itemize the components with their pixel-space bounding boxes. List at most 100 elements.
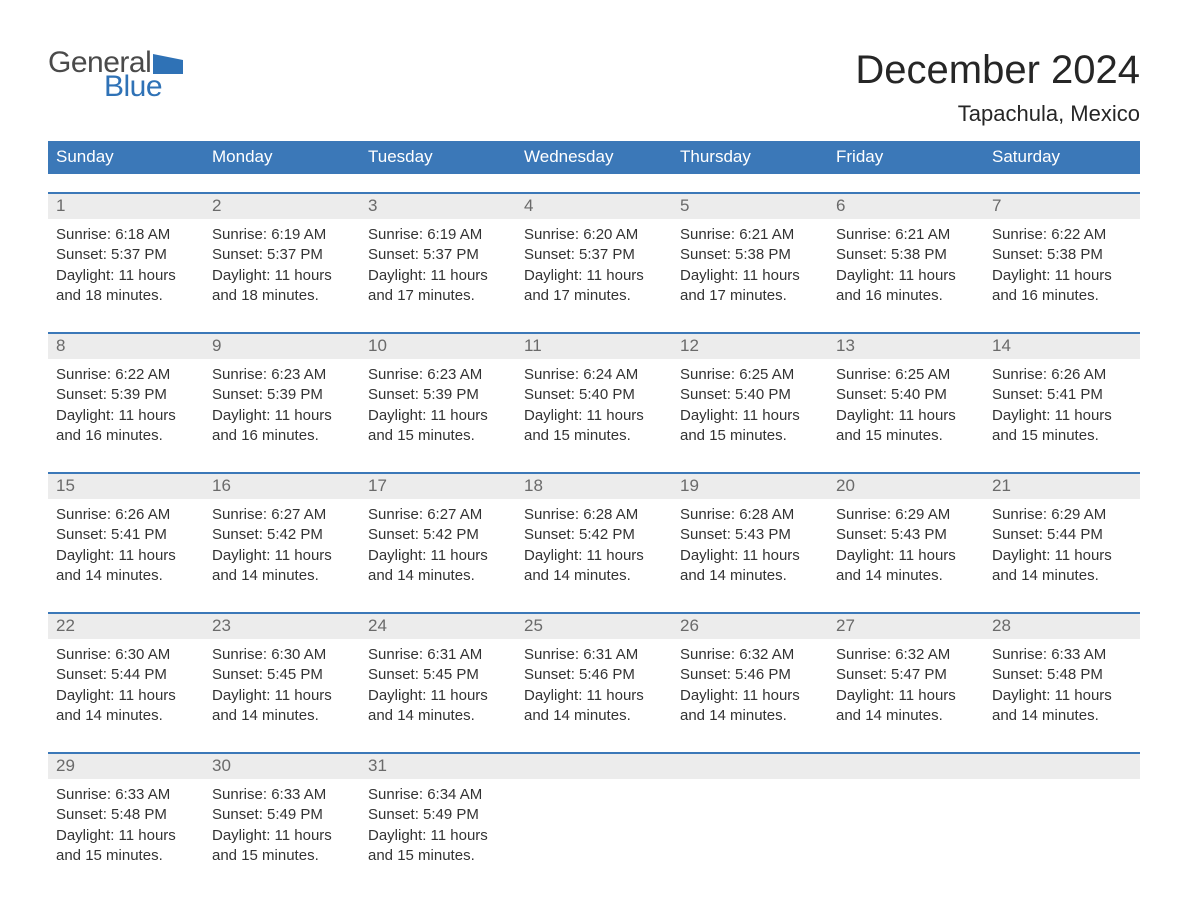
daylight-line-2: and 17 minutes. [368, 286, 508, 306]
daylight-line-1: Daylight: 11 hours [212, 686, 352, 706]
daylight-line-1: Daylight: 11 hours [524, 266, 664, 286]
day-cell: Sunrise: 6:28 AMSunset: 5:42 PMDaylight:… [516, 499, 672, 594]
day-cell: Sunrise: 6:21 AMSunset: 5:38 PMDaylight:… [828, 219, 984, 314]
daylight-line-2: and 14 minutes. [368, 566, 508, 586]
day-number: 6 [828, 194, 984, 219]
calendar-week: 15161718192021Sunrise: 6:26 AMSunset: 5:… [48, 472, 1140, 594]
day-number: 10 [360, 334, 516, 359]
sunset-line: Sunset: 5:45 PM [368, 665, 508, 685]
sunset-line: Sunset: 5:43 PM [680, 525, 820, 545]
day-number: 26 [672, 614, 828, 639]
sunrise-line: Sunrise: 6:32 AM [836, 645, 976, 665]
sunrise-line: Sunrise: 6:27 AM [368, 505, 508, 525]
daylight-line-1: Daylight: 11 hours [680, 546, 820, 566]
sunset-line: Sunset: 5:40 PM [836, 385, 976, 405]
day-number-row: 891011121314 [48, 334, 1140, 359]
daylight-line-1: Daylight: 11 hours [56, 266, 196, 286]
weekday-header-row: SundayMondayTuesdayWednesdayThursdayFrid… [48, 141, 1140, 174]
day-cell: Sunrise: 6:30 AMSunset: 5:44 PMDaylight:… [48, 639, 204, 734]
daylight-line-2: and 14 minutes. [212, 706, 352, 726]
day-number [672, 754, 828, 779]
daylight-line-1: Daylight: 11 hours [992, 546, 1132, 566]
day-number: 18 [516, 474, 672, 499]
sunrise-line: Sunrise: 6:20 AM [524, 225, 664, 245]
daylight-line-1: Daylight: 11 hours [368, 546, 508, 566]
sunrise-line: Sunrise: 6:34 AM [368, 785, 508, 805]
location: Tapachula, Mexico [855, 101, 1140, 127]
sunset-line: Sunset: 5:41 PM [56, 525, 196, 545]
daylight-line-1: Daylight: 11 hours [992, 266, 1132, 286]
daylight-line-2: and 16 minutes. [836, 286, 976, 306]
day-cell: Sunrise: 6:19 AMSunset: 5:37 PMDaylight:… [204, 219, 360, 314]
daylight-line-1: Daylight: 11 hours [212, 826, 352, 846]
daylight-line-2: and 14 minutes. [56, 706, 196, 726]
sunset-line: Sunset: 5:49 PM [212, 805, 352, 825]
daylight-line-2: and 14 minutes. [524, 566, 664, 586]
sunset-line: Sunset: 5:46 PM [680, 665, 820, 685]
daylight-line-2: and 15 minutes. [56, 846, 196, 866]
day-number-row: 22232425262728 [48, 614, 1140, 639]
sunset-line: Sunset: 5:38 PM [992, 245, 1132, 265]
day-number: 8 [48, 334, 204, 359]
day-number: 5 [672, 194, 828, 219]
sunrise-line: Sunrise: 6:27 AM [212, 505, 352, 525]
sunset-line: Sunset: 5:37 PM [524, 245, 664, 265]
daylight-line-1: Daylight: 11 hours [836, 686, 976, 706]
daylight-line-2: and 16 minutes. [212, 426, 352, 446]
calendar-week: 293031Sunrise: 6:33 AMSunset: 5:48 PMDay… [48, 752, 1140, 874]
day-cell: Sunrise: 6:26 AMSunset: 5:41 PMDaylight:… [984, 359, 1140, 454]
weekday-header: Tuesday [360, 141, 516, 174]
day-cell: Sunrise: 6:30 AMSunset: 5:45 PMDaylight:… [204, 639, 360, 734]
sunrise-line: Sunrise: 6:19 AM [368, 225, 508, 245]
day-number: 21 [984, 474, 1140, 499]
sunrise-line: Sunrise: 6:31 AM [524, 645, 664, 665]
weekday-header: Thursday [672, 141, 828, 174]
day-cell: Sunrise: 6:27 AMSunset: 5:42 PMDaylight:… [360, 499, 516, 594]
sunrise-line: Sunrise: 6:23 AM [212, 365, 352, 385]
sunrise-line: Sunrise: 6:29 AM [992, 505, 1132, 525]
day-number: 31 [360, 754, 516, 779]
sunrise-line: Sunrise: 6:30 AM [56, 645, 196, 665]
daylight-line-2: and 16 minutes. [56, 426, 196, 446]
weekday-header: Sunday [48, 141, 204, 174]
daylight-line-2: and 14 minutes. [836, 706, 976, 726]
day-number: 12 [672, 334, 828, 359]
day-cell: Sunrise: 6:28 AMSunset: 5:43 PMDaylight:… [672, 499, 828, 594]
day-cell: Sunrise: 6:18 AMSunset: 5:37 PMDaylight:… [48, 219, 204, 314]
day-cell: Sunrise: 6:31 AMSunset: 5:45 PMDaylight:… [360, 639, 516, 734]
day-cell: Sunrise: 6:23 AMSunset: 5:39 PMDaylight:… [360, 359, 516, 454]
sunrise-line: Sunrise: 6:18 AM [56, 225, 196, 245]
day-number: 17 [360, 474, 516, 499]
day-number: 9 [204, 334, 360, 359]
day-cell: Sunrise: 6:20 AMSunset: 5:37 PMDaylight:… [516, 219, 672, 314]
daylight-line-1: Daylight: 11 hours [368, 266, 508, 286]
day-number: 2 [204, 194, 360, 219]
calendar: SundayMondayTuesdayWednesdayThursdayFrid… [48, 141, 1140, 874]
daylight-line-1: Daylight: 11 hours [836, 266, 976, 286]
day-cell: Sunrise: 6:33 AMSunset: 5:49 PMDaylight:… [204, 779, 360, 874]
sunrise-line: Sunrise: 6:29 AM [836, 505, 976, 525]
day-number-row: 1234567 [48, 194, 1140, 219]
daylight-line-2: and 17 minutes. [680, 286, 820, 306]
daylight-line-1: Daylight: 11 hours [992, 686, 1132, 706]
calendar-week: 22232425262728Sunrise: 6:30 AMSunset: 5:… [48, 612, 1140, 734]
daylight-line-2: and 14 minutes. [368, 706, 508, 726]
daylight-line-2: and 17 minutes. [524, 286, 664, 306]
daylight-line-2: and 14 minutes. [680, 706, 820, 726]
sunset-line: Sunset: 5:49 PM [368, 805, 508, 825]
daylight-line-2: and 15 minutes. [524, 426, 664, 446]
daylight-line-2: and 15 minutes. [368, 846, 508, 866]
daylight-line-2: and 15 minutes. [992, 426, 1132, 446]
daylight-line-2: and 14 minutes. [992, 566, 1132, 586]
sunset-line: Sunset: 5:38 PM [836, 245, 976, 265]
daylight-line-1: Daylight: 11 hours [56, 826, 196, 846]
sunrise-line: Sunrise: 6:33 AM [992, 645, 1132, 665]
day-cell: Sunrise: 6:22 AMSunset: 5:38 PMDaylight:… [984, 219, 1140, 314]
day-cell: Sunrise: 6:33 AMSunset: 5:48 PMDaylight:… [984, 639, 1140, 734]
day-number: 25 [516, 614, 672, 639]
sunrise-line: Sunrise: 6:22 AM [992, 225, 1132, 245]
daylight-line-2: and 18 minutes. [212, 286, 352, 306]
daylight-line-1: Daylight: 11 hours [524, 546, 664, 566]
sunrise-line: Sunrise: 6:33 AM [56, 785, 196, 805]
sunset-line: Sunset: 5:42 PM [524, 525, 664, 545]
